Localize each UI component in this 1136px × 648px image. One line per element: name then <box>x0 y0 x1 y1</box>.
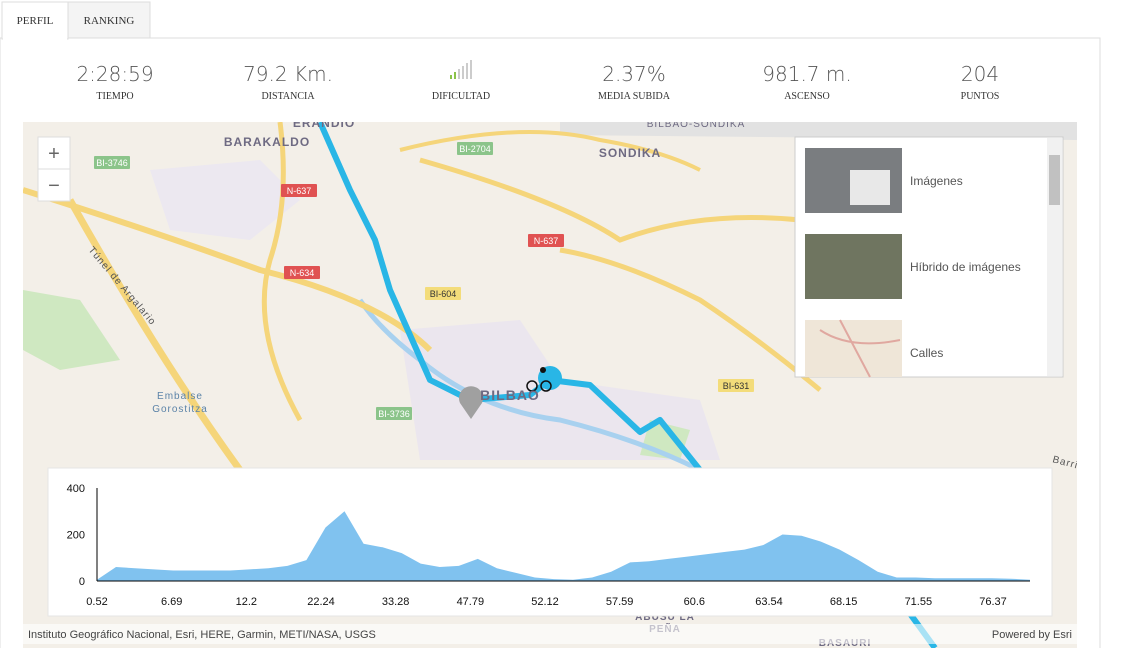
road-label: N-637 <box>534 236 559 246</box>
thumb[interactable] <box>805 234 902 299</box>
tab-ranking[interactable] <box>67 1 151 39</box>
x-tick-label: 57.59 <box>606 596 634 608</box>
stat-label: DIFICULTAD <box>432 91 490 102</box>
elevation-area <box>97 511 1030 581</box>
stat-label: DISTANCIA <box>261 91 315 102</box>
x-tick-label: 33.28 <box>382 596 410 608</box>
stat-label: PUNTOS <box>961 91 1000 102</box>
road-label: N-634 <box>290 268 315 278</box>
x-tick-label: 68.15 <box>830 596 858 608</box>
x-tick-label: 63.54 <box>755 596 783 608</box>
road-shield <box>281 184 317 197</box>
x-tick-label: 6.69 <box>161 596 182 608</box>
basemap-label[interactable]: Híbrido de imágenes <box>910 260 1021 274</box>
x-tick-label: 71.55 <box>905 596 933 608</box>
tab-label[interactable]: RANKING <box>84 15 135 27</box>
road-label: BI-3736 <box>378 409 410 419</box>
place-label: BILBAO-SONDIKA <box>647 119 745 130</box>
road-shield <box>425 287 461 300</box>
profile-box <box>47 467 1053 617</box>
road-shield <box>528 234 564 247</box>
thumb[interactable] <box>805 320 902 377</box>
x-tick-label: 76.37 <box>979 596 1007 608</box>
roads: BI-3746 N-637 BI-2704 N-634 BI-604 N-637 BI-63… <box>94 142 754 420</box>
zoom-out[interactable]: − <box>48 175 60 197</box>
place-label: BARAKALDO <box>224 135 310 149</box>
stat-value: 981.7 m. <box>762 62 851 86</box>
map: ERANDIO BARAKALDO SONDIKA BILBAO-SONDIKA… <box>23 116 1077 648</box>
road-shield <box>376 407 412 420</box>
basemap-label[interactable]: Imágenes <box>910 174 963 188</box>
stat-label: TIEMPO <box>96 91 133 102</box>
tab-join <box>3 37 67 40</box>
attribution: Instituto Geográfico Nacional, Esri, HER… <box>28 629 376 641</box>
powered-by: Powered by Esri <box>992 629 1072 641</box>
road-label: N-637 <box>287 186 312 196</box>
x-tick-label: 47.79 <box>457 596 485 608</box>
elevation-chart: 0 200 400 0.52 6.69 12.2 22.24 33.28 47.79 52.12 5… <box>67 483 1030 608</box>
place-label: Embalse <box>157 391 203 402</box>
stat-value: 79.2 Km. <box>243 62 333 86</box>
road-shield <box>94 156 130 169</box>
difficulty-icon <box>450 60 472 79</box>
x-tick-label: 12.2 <box>236 596 257 608</box>
place-label: Gorostitza <box>152 404 208 415</box>
road-shield <box>457 142 493 155</box>
zoom-in[interactable]: + <box>48 143 60 165</box>
place-label: SONDIKA <box>599 146 661 160</box>
y-tick-label: 400 <box>67 483 85 495</box>
stat-value: 204 <box>961 62 999 86</box>
y-tick-label: 0 <box>79 576 85 588</box>
stat-label: ASCENSO <box>784 91 830 102</box>
tab-perfil[interactable] <box>1 1 69 40</box>
road-label: BI-2704 <box>459 144 491 154</box>
place-label: BILBAO <box>480 387 540 403</box>
road-shield <box>718 379 754 392</box>
stats: 2:28:59 TIEMPO 79.2 Km. DISTANCIA DIFICULTAD… <box>76 62 999 102</box>
stat-value: 2.37% <box>602 62 666 86</box>
x-tick-label: 52.12 <box>531 596 559 608</box>
stat-value: 2:28:59 <box>76 62 153 86</box>
road-label: BI-604 <box>430 289 457 299</box>
scrollbar[interactable] <box>1049 155 1060 205</box>
stat-label: MEDIA SUBIDA <box>598 91 671 102</box>
place-label: ERANDIO <box>293 116 355 130</box>
y-tick-label: 200 <box>67 530 85 542</box>
x-tick-label: 0.52 <box>86 596 107 608</box>
road-label: BI-3746 <box>96 158 128 168</box>
basemap-label[interactable]: Calles <box>910 346 943 360</box>
road-label: BI-631 <box>723 381 750 391</box>
x-tick-label: 22.24 <box>307 596 335 608</box>
road-shield <box>284 266 320 279</box>
place-label: ABUSU LA <box>635 612 695 623</box>
tab-label[interactable]: PERFIL <box>17 15 54 27</box>
x-tick-label: 60.6 <box>684 596 705 608</box>
